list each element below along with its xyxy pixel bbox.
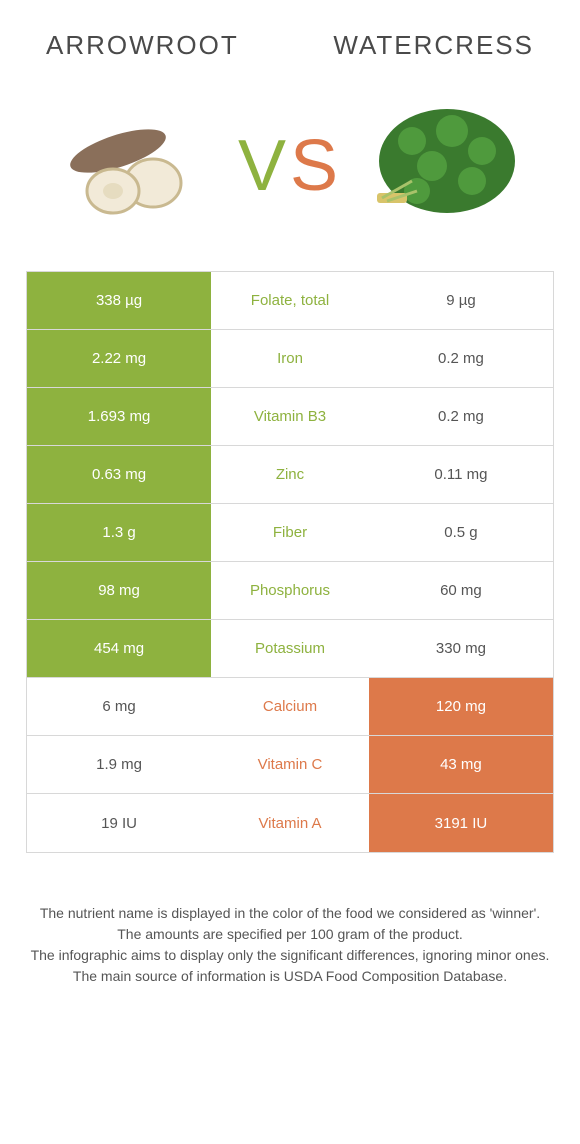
cell-right: 60 mg xyxy=(369,562,553,619)
cell-right: 120 mg xyxy=(369,678,553,735)
cell-left: 19 IU xyxy=(27,794,211,852)
table-row: 19 IUVitamin A3191 IU xyxy=(27,794,553,852)
cell-right: 0.2 mg xyxy=(369,330,553,387)
cell-nutrient: Vitamin B3 xyxy=(211,388,369,445)
vs-v: V xyxy=(238,126,290,206)
table-row: 338 µgFolate, total9 µg xyxy=(27,272,553,330)
table-row: 0.63 mgZinc0.11 mg xyxy=(27,446,553,504)
watercress-image xyxy=(362,101,522,231)
cell-right: 330 mg xyxy=(369,620,553,677)
cell-nutrient: Iron xyxy=(211,330,369,387)
footer-line-2: The amounts are specified per 100 gram o… xyxy=(30,924,550,945)
footer-notes: The nutrient name is displayed in the co… xyxy=(0,853,580,987)
cell-right: 3191 IU xyxy=(369,794,553,852)
title-left: ARROWROOT xyxy=(46,30,239,61)
header: ARROWROOT WATERCRESS xyxy=(0,0,580,71)
cell-left: 1.3 g xyxy=(27,504,211,561)
cell-right: 43 mg xyxy=(369,736,553,793)
cell-left: 454 mg xyxy=(27,620,211,677)
cell-right: 0.5 g xyxy=(369,504,553,561)
table-row: 1.9 mgVitamin C43 mg xyxy=(27,736,553,794)
cell-nutrient: Vitamin C xyxy=(211,736,369,793)
footer-line-3: The infographic aims to display only the… xyxy=(30,945,550,966)
table-row: 6 mgCalcium120 mg xyxy=(27,678,553,736)
cell-left: 338 µg xyxy=(27,272,211,329)
cell-nutrient: Calcium xyxy=(211,678,369,735)
table-row: 98 mgPhosphorus60 mg xyxy=(27,562,553,620)
cell-nutrient: Fiber xyxy=(211,504,369,561)
footer-line-1: The nutrient name is displayed in the co… xyxy=(30,903,550,924)
cell-left: 0.63 mg xyxy=(27,446,211,503)
cell-nutrient: Folate, total xyxy=(211,272,369,329)
vs-s: S xyxy=(290,126,342,206)
cell-right: 9 µg xyxy=(369,272,553,329)
table-row: 2.22 mgIron0.2 mg xyxy=(27,330,553,388)
cell-left: 1.9 mg xyxy=(27,736,211,793)
cell-nutrient: Zinc xyxy=(211,446,369,503)
vs-row: VS xyxy=(0,71,580,271)
cell-left: 98 mg xyxy=(27,562,211,619)
cell-right: 0.11 mg xyxy=(369,446,553,503)
cell-nutrient: Potassium xyxy=(211,620,369,677)
cell-left: 2.22 mg xyxy=(27,330,211,387)
table-row: 1.3 gFiber0.5 g xyxy=(27,504,553,562)
cell-nutrient: Phosphorus xyxy=(211,562,369,619)
title-right: WATERCRESS xyxy=(333,30,534,61)
cell-left: 1.693 mg xyxy=(27,388,211,445)
table-row: 1.693 mgVitamin B30.2 mg xyxy=(27,388,553,446)
vs-label: VS xyxy=(238,125,342,207)
nutrient-table: 338 µgFolate, total9 µg2.22 mgIron0.2 mg… xyxy=(26,271,554,853)
footer-line-4: The main source of information is USDA F… xyxy=(30,966,550,987)
cell-left: 6 mg xyxy=(27,678,211,735)
arrowroot-image xyxy=(58,101,218,231)
cell-right: 0.2 mg xyxy=(369,388,553,445)
table-row: 454 mgPotassium330 mg xyxy=(27,620,553,678)
cell-nutrient: Vitamin A xyxy=(211,794,369,852)
